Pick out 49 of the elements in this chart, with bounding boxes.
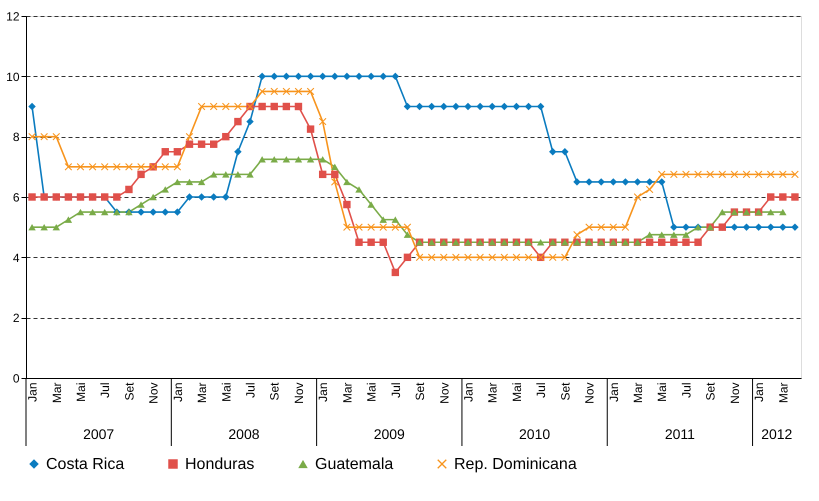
- x-tick-label: Mar: [776, 382, 790, 404]
- y-tick-label: 10: [6, 70, 20, 84]
- text: 2012: [761, 426, 793, 442]
- x-tick-label: Nov: [146, 382, 161, 404]
- x-tick-label: Set: [704, 382, 718, 401]
- x-tick-label: Jan: [26, 382, 40, 402]
- x-tick-label: Jan: [752, 382, 766, 402]
- x-tick-label: Nov: [582, 382, 597, 404]
- x-tick-label: Mar: [50, 382, 64, 404]
- x-tick-label: Mai: [219, 382, 234, 402]
- x-tick-label: Mar: [195, 382, 210, 404]
- x-tick-label: Jul: [244, 382, 258, 398]
- text: 2009: [374, 426, 406, 442]
- x-tick-label: Mai: [655, 382, 670, 402]
- x-tick-label: Jan: [316, 382, 330, 402]
- x-tick-label: Mai: [74, 382, 88, 402]
- x-tick-label: Nov: [437, 382, 452, 404]
- x-tick-label: Jan: [170, 382, 185, 402]
- legend-label: Costa Rica: [46, 456, 124, 473]
- x-tick-label: Jan: [606, 382, 621, 402]
- x-tick-label: Set: [122, 382, 136, 401]
- x-tick-label: Jul: [98, 382, 112, 398]
- x-tick-label: Set: [558, 382, 572, 401]
- x-tick-label: Set: [413, 382, 428, 401]
- y-tick-label: 2: [12, 311, 20, 326]
- y-tick-label: 6: [12, 190, 20, 204]
- x-tick-label: Jul: [388, 382, 403, 398]
- text: 2007: [83, 426, 114, 442]
- legend-label: Guatemala: [315, 456, 394, 473]
- x-tick-label: Nov: [292, 382, 306, 404]
- text: 2011: [664, 426, 696, 442]
- y-tick-label: 12: [6, 10, 20, 24]
- x-tick-label: Mai: [510, 382, 524, 402]
- x-tick-label: Set: [268, 382, 282, 401]
- legend-label: Rep. Dominicana: [454, 456, 577, 473]
- x-tick-label: Mar: [340, 382, 354, 404]
- x-tick-label: Jul: [534, 382, 548, 398]
- y-tick-label: 8: [12, 130, 20, 144]
- y-tick-label: 0: [12, 372, 20, 386]
- x-tick-label: Mar: [486, 382, 500, 404]
- x-tick-label: Jan: [461, 382, 476, 402]
- x-tick-label: Mar: [631, 382, 646, 404]
- x-tick-label: Mai: [364, 382, 379, 402]
- x-tick-label: Jul: [679, 382, 694, 398]
- text: 2008: [228, 426, 260, 442]
- x-tick-label: Nov: [728, 382, 742, 404]
- legend-label: Honduras: [185, 456, 254, 473]
- y-tick-label: 4: [12, 250, 20, 265]
- text: 2010: [519, 426, 550, 442]
